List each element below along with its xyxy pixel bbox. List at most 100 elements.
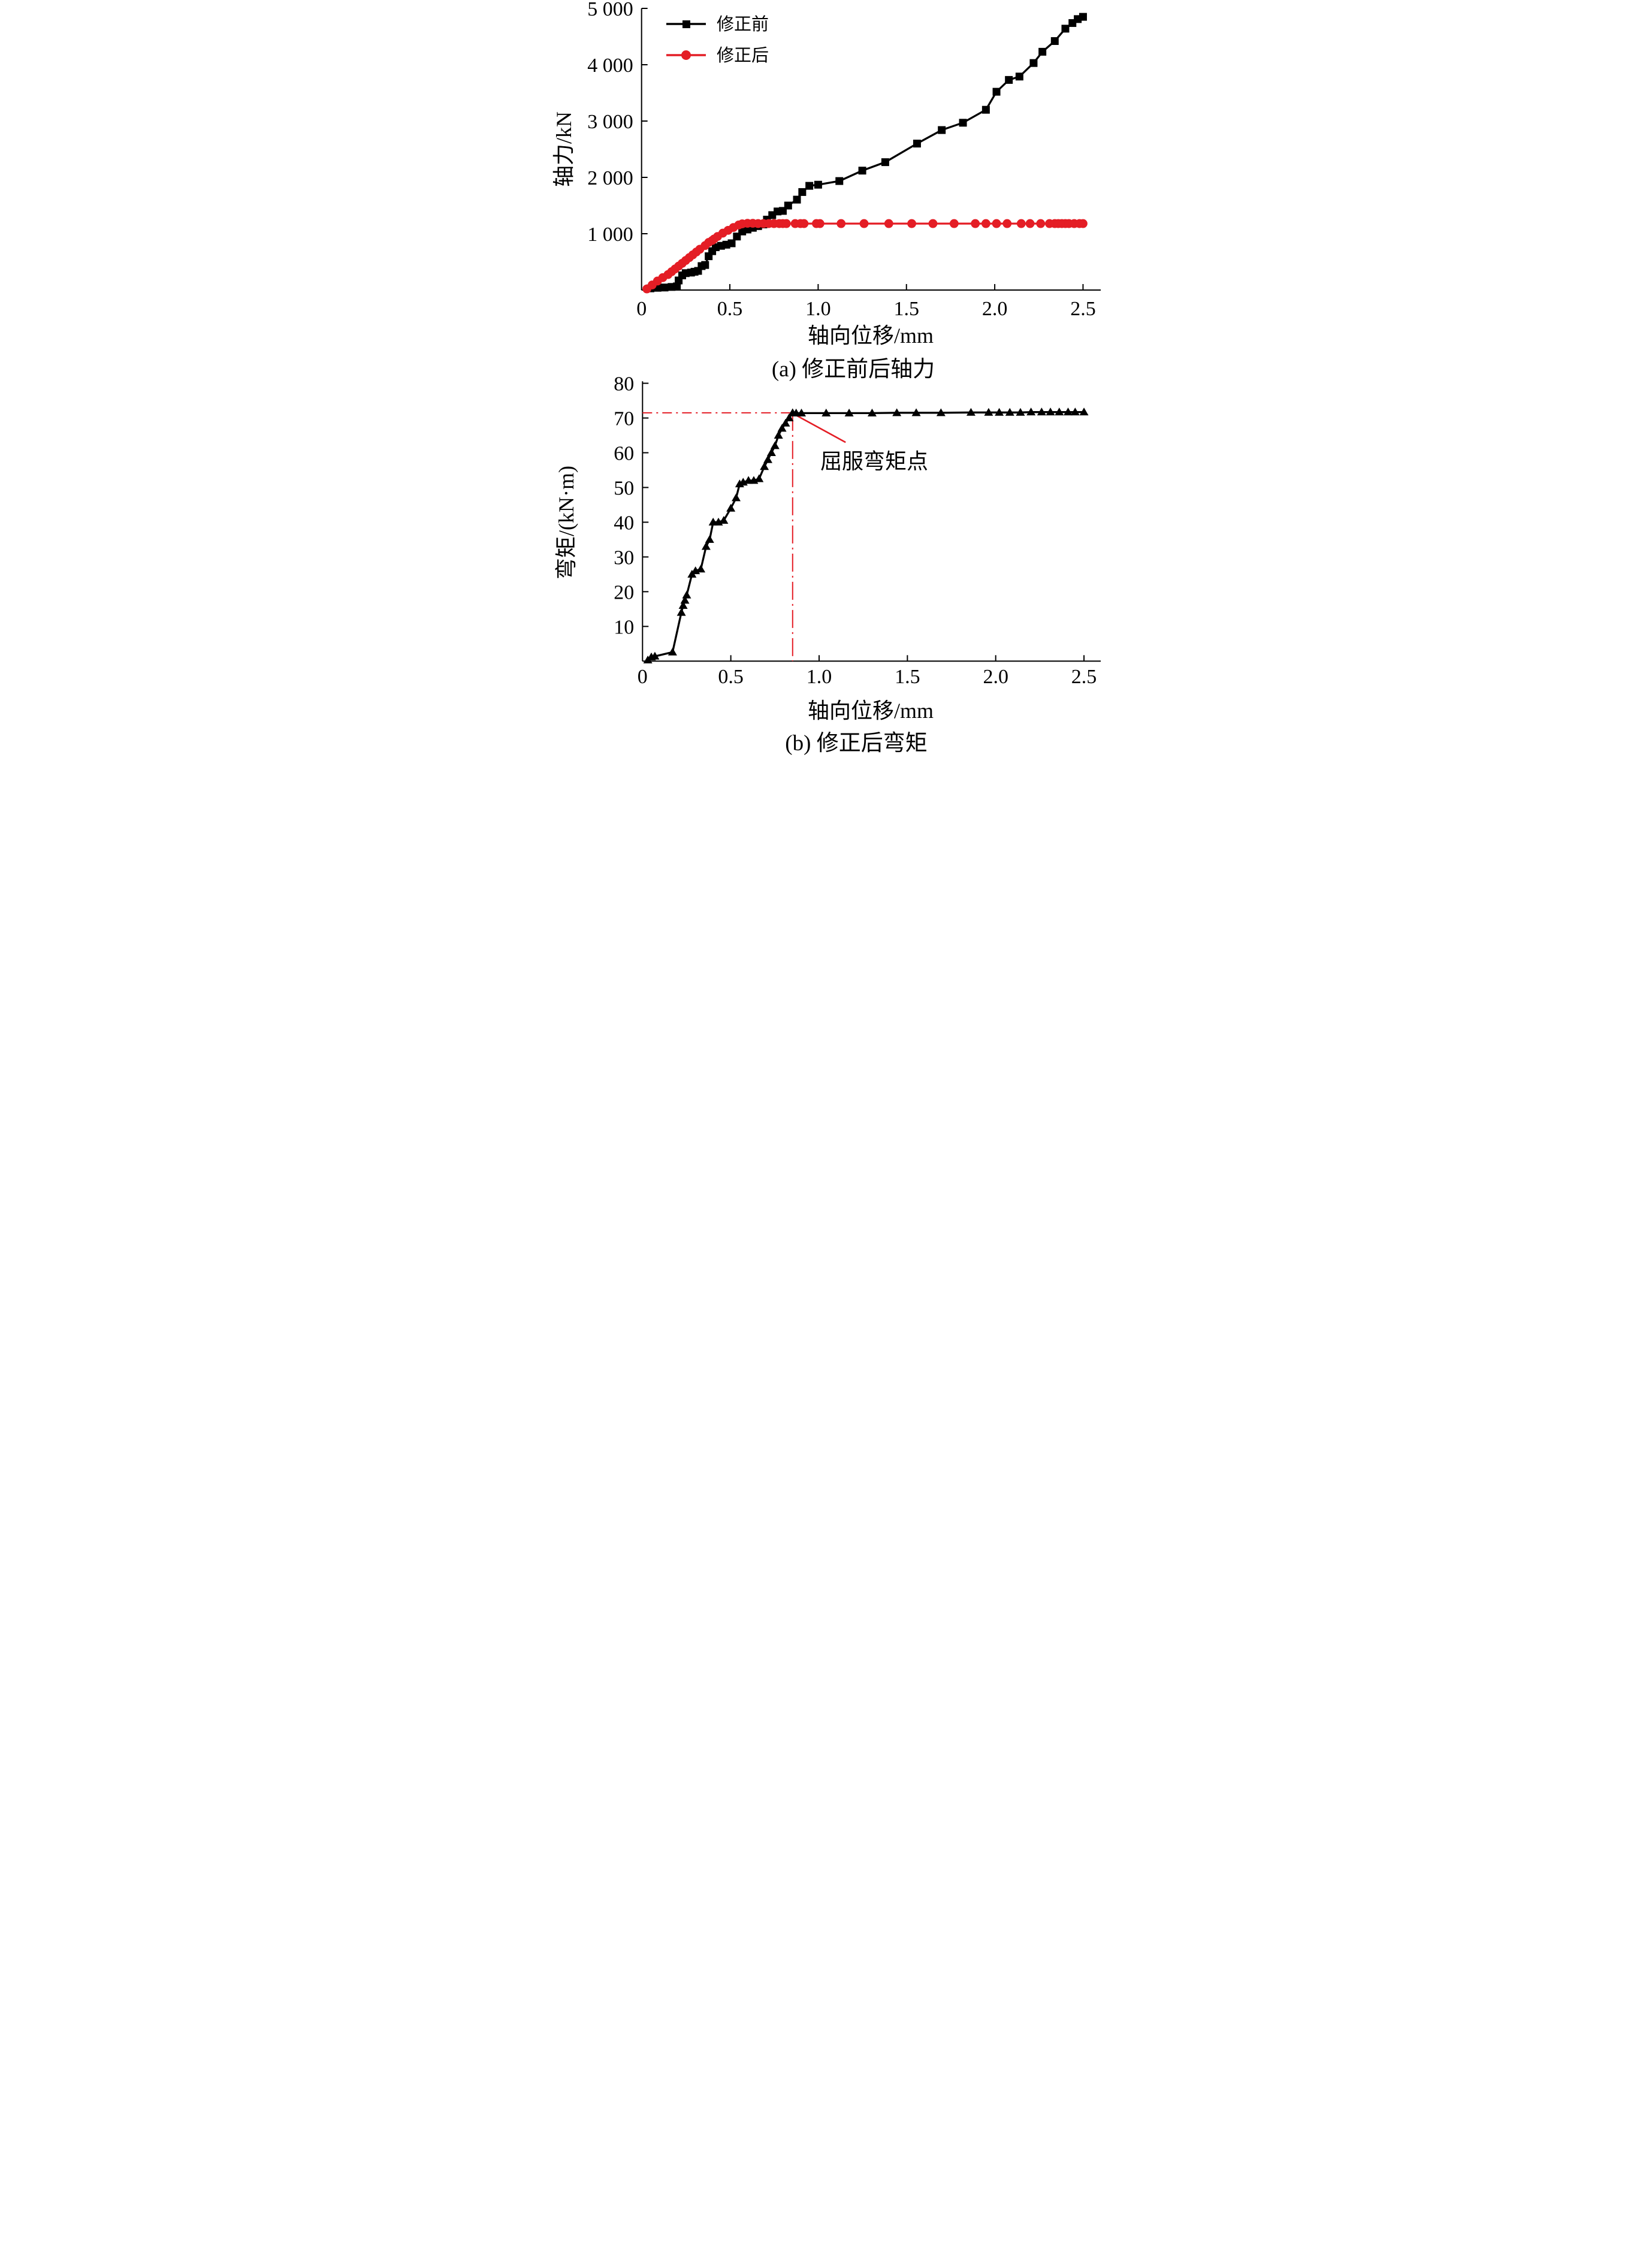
triangle-marker-icon [822, 408, 831, 416]
triangle-marker-icon [892, 408, 902, 416]
circle-marker-icon [884, 219, 893, 228]
triangle-marker-icon [1079, 407, 1089, 416]
chart-b-x-axis-title: 轴向位移/mm [808, 699, 934, 723]
y-tick-label: 30 [614, 547, 634, 569]
x-tick-label: 2.0 [982, 298, 1008, 320]
triangle-marker-icon [1005, 407, 1014, 416]
series-triangle [643, 407, 1089, 664]
triangle-marker-icon [678, 601, 688, 609]
square-marker-icon [1079, 13, 1087, 21]
triangle-marker-icon [844, 408, 854, 416]
x-tick-label: 1.0 [805, 298, 831, 320]
triangle-marker-icon [770, 441, 780, 449]
triangle-marker-icon [682, 590, 691, 599]
circle-marker-icon [815, 219, 825, 228]
chart-a-y-axis-title: 轴力/kN [552, 111, 576, 187]
triangle-marker-icon [1055, 407, 1064, 416]
triangle-marker-icon [763, 455, 773, 463]
triangle-marker-icon [754, 474, 764, 482]
triangle-marker-icon [680, 596, 690, 604]
triangle-marker-icon [719, 516, 729, 524]
triangle-marker-icon [1064, 407, 1073, 416]
dual-chart-figure: 0 0.5 1.0 1.5 2.0 2.5 1 000 2 000 3 000 4 000 5 00… [552, 0, 1101, 756]
circle-marker-icon [992, 219, 1001, 228]
circle-marker-icon [1025, 219, 1035, 228]
circle-marker-icon [971, 219, 980, 228]
chart-a-axes: 0 0.5 1.0 1.5 2.0 2.5 1 000 2 000 3 000 4 000 5 00… [587, 0, 1101, 320]
square-marker-icon [835, 177, 844, 185]
chart-bending-moment: 0 0.5 1.0 1.5 2.0 2.5 10 20 30 40 50 60 70 80 屈服弯矩点 弯… [554, 373, 1101, 756]
square-marker-icon [673, 282, 681, 291]
annotation-leader-line [793, 413, 846, 443]
circle-marker-icon [928, 219, 938, 228]
circle-marker-icon [781, 219, 791, 228]
x-tick-label: 2.5 [1070, 298, 1096, 320]
square-marker-icon [701, 261, 709, 269]
square-marker-icon [1015, 73, 1023, 81]
chart-a-x-axis-title: 轴向位移/mm [808, 324, 934, 348]
series-circle [642, 219, 1088, 294]
x-tick-label: 0.5 [718, 666, 744, 688]
x-tick-label: 0 [638, 666, 648, 688]
triangle-marker-icon [760, 462, 769, 470]
y-tick-label: 4 000 [587, 55, 633, 77]
triangle-marker-icon [995, 407, 1004, 416]
triangle-marker-icon [1037, 407, 1046, 416]
triangle-marker-icon [1070, 407, 1080, 416]
y-tick-label: 40 [614, 512, 634, 534]
triangle-marker-icon [1016, 407, 1025, 416]
x-tick-label: 1.0 [807, 666, 832, 688]
square-marker-icon [1029, 59, 1038, 67]
x-tick-label: 1.5 [895, 666, 920, 688]
triangle-marker-icon [676, 608, 686, 616]
square-marker-icon [1038, 47, 1047, 56]
circle-marker-icon [981, 219, 990, 228]
triangle-marker-icon [774, 431, 783, 439]
circle-marker-icon [1036, 219, 1046, 228]
triangle-marker-icon [797, 408, 807, 416]
square-marker-icon [814, 180, 822, 189]
triangle-marker-icon [650, 651, 660, 660]
legend-item-after: 修正后 [666, 46, 769, 65]
triangle-marker-icon [668, 647, 677, 656]
chart-b-caption: (b) 修正后弯矩 [785, 730, 927, 756]
triangle-marker-icon [936, 408, 946, 416]
square-marker-icon [1061, 25, 1070, 33]
chart-a-legend: 修正前 修正后 [666, 14, 769, 65]
legend-label-after: 修正后 [717, 46, 769, 65]
circle-marker-icon [799, 219, 809, 228]
triangle-marker-icon [1046, 407, 1055, 416]
y-tick-label: 60 [614, 443, 634, 465]
circle-marker-icon [859, 219, 869, 228]
x-tick-label: 0 [636, 298, 647, 320]
triangle-marker-icon [966, 407, 976, 416]
y-tick-label: 70 [614, 408, 634, 430]
triangle-marker-icon [781, 418, 790, 427]
legend-circle-marker-icon [681, 50, 691, 60]
circle-marker-icon [1002, 219, 1012, 228]
chart-axial-force: 0 0.5 1.0 1.5 2.0 2.5 1 000 2 000 3 000 4 000 5 00… [552, 0, 1101, 382]
axes-lines [641, 8, 1101, 291]
triangle-marker-icon [1026, 407, 1036, 416]
triangle-marker-icon [696, 565, 706, 573]
triangle-marker-icon [766, 448, 776, 457]
circle-marker-icon [949, 219, 959, 228]
square-marker-icon [881, 158, 889, 167]
square-marker-icon [959, 119, 967, 127]
y-tick-label: 2 000 [587, 167, 633, 189]
axes-lines [642, 381, 1101, 662]
triangle-marker-icon [984, 407, 993, 416]
y-tick-label: 1 000 [587, 224, 633, 246]
square-marker-icon [992, 87, 1001, 96]
square-marker-icon [727, 239, 736, 247]
x-tick-label: 0.5 [717, 298, 743, 320]
x-tick-label: 1.5 [894, 298, 920, 320]
square-marker-icon [938, 126, 946, 134]
y-tick-label: 3 000 [587, 111, 633, 133]
x-tick-label: 2.5 [1071, 666, 1097, 688]
legend-item-before: 修正前 [666, 14, 769, 34]
y-tick-label: 20 [614, 581, 634, 603]
yield-annotation-lines [642, 412, 846, 662]
triangle-marker-icon [705, 535, 714, 543]
square-marker-icon [1050, 37, 1059, 46]
